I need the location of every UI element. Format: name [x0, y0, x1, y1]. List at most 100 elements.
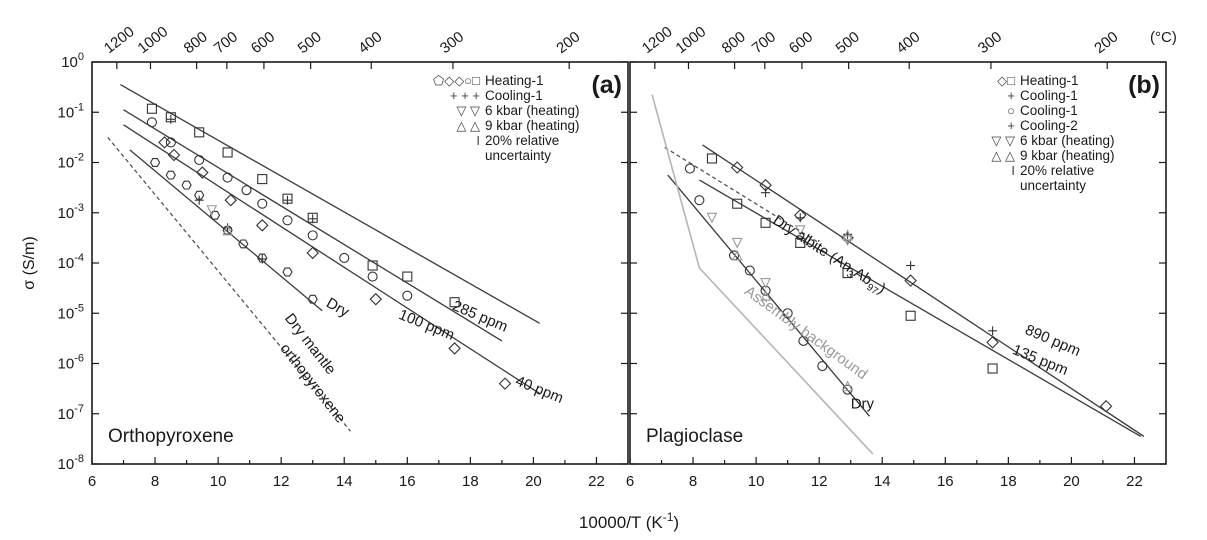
data-point-diamond	[158, 136, 171, 149]
top-tick-label: 700	[749, 28, 779, 57]
data-point-square	[795, 237, 806, 248]
data-point-triangle-down	[731, 237, 743, 249]
x-tick-label: 18	[462, 473, 479, 490]
data-point-circle	[402, 290, 413, 301]
legend-symbol: △ △	[991, 148, 1015, 163]
data-point-square	[905, 310, 916, 321]
data-point-circle	[146, 117, 157, 128]
data-point-square	[367, 260, 378, 271]
data-point-diamond	[224, 193, 238, 207]
data-point-triangle-up	[222, 224, 233, 236]
data-point-hexagon	[181, 180, 192, 190]
legend-symbol: ○	[1007, 103, 1015, 118]
y-tick-label: 10-1	[58, 101, 84, 121]
legend-symbol: ◇□	[997, 73, 1015, 88]
x-tick-label: 18	[1000, 473, 1017, 490]
top-tick-label: 1200	[101, 23, 138, 57]
data-point-square	[257, 174, 268, 185]
x-tick-label: 10	[748, 473, 765, 490]
series-line	[699, 179, 1142, 437]
panel-label: (b)	[1128, 71, 1160, 99]
data-point-circle	[222, 172, 233, 183]
y-tick-label: 10-8	[58, 453, 84, 473]
data-point-triangle-up	[731, 249, 743, 261]
data-point-triangle-down	[206, 205, 218, 216]
x-tick-label: 6	[626, 473, 634, 490]
legend-label: 6 kbar (heating)	[485, 103, 580, 118]
data-point-diamond	[255, 219, 269, 232]
data-point-square	[842, 267, 853, 279]
legend-label: Cooling-2	[1020, 118, 1078, 133]
data-point-hexagon	[307, 294, 318, 304]
top-tick-label: 1200	[639, 23, 676, 57]
x-tick-label: 12	[811, 473, 828, 490]
y-tick-label: 10-2	[58, 152, 84, 172]
x-tick-label: 14	[874, 473, 891, 490]
top-axis-unit: (°C)	[1150, 29, 1177, 46]
data-point-square	[146, 103, 157, 114]
legend-label: Heating-1	[485, 73, 544, 88]
top-tick-label: 200	[553, 28, 583, 57]
legend-symbol: I	[1011, 163, 1015, 178]
data-point-square	[194, 127, 205, 138]
panel-a: 6 8 10 12 14 16 18 20 22 10-8 10-7 10-6 10-5 10-4 10-3…	[21, 23, 629, 490]
legend-symbol: ▽ ▽	[456, 103, 480, 118]
data-point-triangle-up	[760, 289, 771, 301]
legend-symbol: + + +	[450, 88, 480, 103]
data-point-diamond	[196, 166, 209, 179]
data-point-circle	[760, 285, 771, 296]
legend-label: uncertainty	[1020, 178, 1086, 193]
x-tick-label: 22	[588, 473, 605, 490]
data-point-circle	[798, 335, 809, 346]
data-point-diamond	[730, 161, 744, 174]
panel-label: (a)	[591, 71, 622, 99]
data-point-square	[402, 271, 413, 282]
data-point-circle	[684, 163, 695, 174]
x-tick-label: 8	[151, 473, 159, 490]
data-point-circle	[307, 230, 318, 241]
data-point-square	[760, 217, 771, 228]
data-point-triangle-down	[760, 278, 771, 289]
data-point-circle	[782, 308, 793, 319]
series-line	[123, 124, 541, 395]
data-point-circle	[194, 154, 205, 166]
series-line	[120, 84, 541, 324]
data-point-diamond	[498, 377, 512, 390]
data-point-hexagon	[149, 158, 161, 167]
legend-label: Cooling-1	[1020, 103, 1078, 118]
legend-label: 20% relative	[485, 133, 559, 148]
x-tick-label: 10	[210, 473, 227, 490]
x-tick-label: 14	[336, 473, 353, 490]
top-tick-label: 700	[211, 28, 241, 57]
data-point-circle	[339, 252, 350, 264]
data-point-square	[987, 363, 998, 374]
mineral-name: Orthopyroxene	[108, 426, 234, 447]
series-line	[651, 94, 874, 455]
data-point-diamond	[1099, 399, 1113, 413]
data-point-circle	[367, 271, 378, 282]
shared-labels: 10000/T (K-1)	[579, 510, 679, 532]
data-point-circle	[694, 195, 705, 206]
legend-label: 9 kbar (heating)	[1020, 148, 1115, 163]
data-point-circle	[728, 250, 740, 261]
data-point-diamond	[448, 342, 461, 355]
data-point-hexagon	[282, 267, 293, 277]
line-label: 100 ppm	[396, 306, 456, 344]
legend-label: 20% relative	[1020, 163, 1094, 178]
y-tick-label: 10-3	[58, 202, 84, 222]
top-tick-label: 1000	[134, 23, 171, 57]
data-point-triangle-up	[842, 380, 853, 392]
legend-label: Cooling-1	[485, 88, 543, 103]
x-tick-label: 16	[937, 473, 954, 490]
data-point-diamond	[986, 336, 999, 349]
data-point-diamond	[904, 274, 917, 287]
data-point-triangle-down	[706, 212, 718, 224]
x-tick-label: 20	[525, 473, 542, 490]
data-point-hexagon	[194, 190, 205, 200]
line-label: Dry	[851, 396, 875, 413]
legend-symbol: +	[1007, 88, 1015, 103]
x-tick-label: 22	[1126, 473, 1143, 490]
x-tick-label: 8	[689, 473, 697, 490]
